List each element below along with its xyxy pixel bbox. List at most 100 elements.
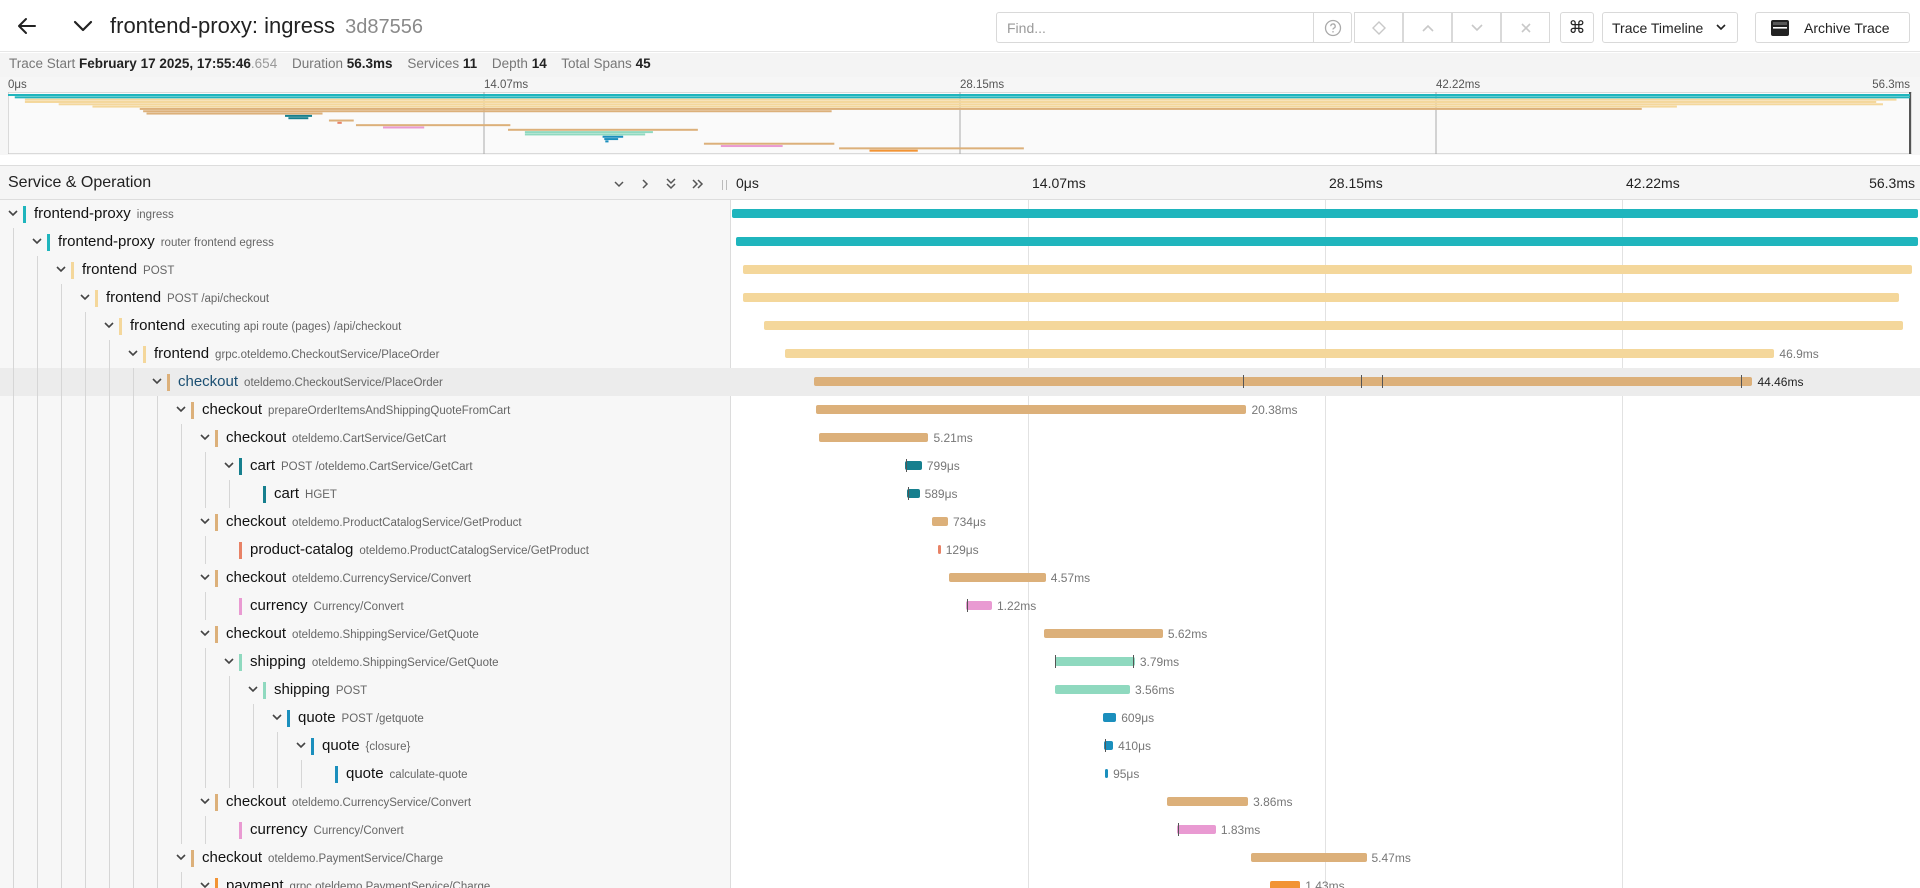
span-event-marker[interactable] [1132,655,1134,668]
span-label[interactable]: cart POST /oteldemo.CartService/GetCart [250,457,473,474]
span-row[interactable]: frontend POST /api/checkout [0,284,1920,312]
span-event-marker[interactable] [1381,375,1383,388]
span-duration-bar[interactable] [907,489,920,498]
span-duration-bar[interactable] [932,517,948,526]
span-label[interactable]: product-catalog oteldemo.ProductCatalogSe… [250,541,589,558]
span-row[interactable]: shipping oteldemo.ShippingService/GetQuot… [0,648,1920,676]
span-duration-bar[interactable] [1166,797,1249,806]
span-row[interactable]: checkout oteldemo.PaymentService/Charge 5.… [0,844,1920,872]
span-duration-bar[interactable] [1054,685,1130,694]
span-toggle-button[interactable] [222,458,236,472]
expand-one-button[interactable] [636,175,654,193]
span-label[interactable]: frontend grpc.oteldemo.CheckoutService/Pl… [154,345,439,362]
span-label[interactable]: quote {closure} [322,737,410,754]
span-event-marker[interactable] [1740,375,1742,388]
span-toggle-button[interactable] [294,738,308,752]
span-toggle-button[interactable] [54,262,68,276]
span-duration-bar[interactable] [937,545,941,554]
span-duration-bar[interactable] [1104,741,1114,750]
span-label[interactable]: shipping POST [274,681,367,698]
span-row[interactable]: product-catalog oteldemo.ProductCatalogSe… [0,536,1920,564]
back-button[interactable] [12,12,42,40]
span-label[interactable]: frontend-proxy router frontend egress [58,233,274,250]
span-duration-bar[interactable] [732,209,1918,218]
span-row[interactable]: currency Currency/Convert 1.22ms [0,592,1920,620]
span-event-marker[interactable] [1177,823,1179,836]
span-label[interactable]: checkout oteldemo.CurrencyService/Convert [226,569,471,586]
span-event-marker[interactable] [966,599,968,612]
span-label[interactable]: quote POST /getquote [298,709,424,726]
collapse-header-button[interactable] [68,12,98,40]
span-row[interactable]: checkout oteldemo.CurrencyService/Convert… [0,788,1920,816]
span-row[interactable]: quote calculate-quote 95μs [0,760,1920,788]
span-toggle-button[interactable] [126,346,140,360]
span-row[interactable]: checkout oteldemo.CurrencyService/Convert… [0,564,1920,592]
span-label[interactable]: frontend POST /api/checkout [106,289,269,306]
span-toggle-button[interactable] [198,430,212,444]
find-help-button[interactable] [1313,13,1351,42]
span-row[interactable]: cart HGET 589μs [0,480,1920,508]
span-row[interactable]: quote POST /getquote 609μs [0,704,1920,732]
span-duration-bar[interactable] [736,237,1918,246]
span-toggle-button[interactable] [78,290,92,304]
span-toggle-button[interactable] [198,794,212,808]
span-duration-bar[interactable] [742,265,1912,274]
span-row[interactable]: payment grpc.oteldemo.PaymentService/Char… [0,872,1920,888]
prev-match-button[interactable] [1403,12,1452,43]
span-label[interactable]: currency Currency/Convert [250,821,404,838]
span-toggle-button[interactable] [174,402,188,416]
archive-trace-button[interactable]: Archive Trace [1755,12,1910,43]
next-match-button[interactable] [1452,12,1501,43]
expand-all-button[interactable] [689,175,707,193]
span-duration-bar[interactable] [1251,853,1367,862]
span-row[interactable]: quote {closure} 410μs [0,732,1920,760]
span-label[interactable]: shipping oteldemo.ShippingService/GetQuot… [250,653,499,670]
keyboard-shortcuts-button[interactable]: ⌘ [1560,12,1594,43]
span-toggle-button[interactable] [198,626,212,640]
span-label[interactable]: quote calculate-quote [346,765,468,782]
span-row[interactable]: frontend executing api route (pages) /api… [0,312,1920,340]
span-toggle-button[interactable] [246,682,260,696]
span-event-marker[interactable] [906,459,908,472]
span-label[interactable]: cart HGET [274,485,337,502]
span-label[interactable]: checkout oteldemo.CurrencyService/Convert [226,793,471,810]
span-toggle-button[interactable] [222,654,236,668]
span-label[interactable]: checkout oteldemo.ShippingService/GetQuot… [226,625,479,642]
collapse-all-button[interactable] [662,175,680,193]
span-duration-bar[interactable] [905,461,922,470]
span-row[interactable]: frontend-proxy router frontend egress [0,228,1920,256]
span-event-marker[interactable] [1055,655,1057,668]
span-label[interactable]: frontend POST [82,261,174,278]
span-toggle-button[interactable] [198,570,212,584]
locate-span-button[interactable] [1354,12,1403,43]
span-event-marker[interactable] [908,487,910,500]
span-duration-bar[interactable] [1270,881,1301,888]
span-label[interactable]: checkout prepareOrderItemsAndShippingQuot… [202,401,510,418]
span-label[interactable]: checkout oteldemo.ProductCatalogService/G… [226,513,522,530]
span-toggle-button[interactable] [174,850,188,864]
span-duration-bar[interactable] [1105,769,1109,778]
span-label[interactable]: payment grpc.oteldemo.PaymentService/Char… [226,877,490,888]
collapse-one-button[interactable] [610,175,628,193]
span-toggle-button[interactable] [270,710,284,724]
span-toggle-button[interactable] [102,318,116,332]
span-label[interactable]: checkout oteldemo.PaymentService/Charge [202,849,443,866]
span-row[interactable]: frontend-proxy ingress [0,200,1920,228]
span-duration-bar[interactable] [1044,629,1163,638]
span-duration-bar[interactable] [949,573,1046,582]
span-row[interactable]: checkout prepareOrderItemsAndShippingQuot… [0,396,1920,424]
span-toggle-button[interactable] [198,514,212,528]
trace-minimap[interactable]: 0μs 14.07ms 28.15ms 42.22ms 56.3ms [0,77,1920,155]
span-label[interactable]: checkout oteldemo.CheckoutService/PlaceOr… [178,373,443,390]
span-duration-bar[interactable] [814,377,1753,386]
span-event-marker[interactable] [1105,739,1107,752]
column-resizer[interactable] [722,180,727,190]
span-row[interactable]: currency Currency/Convert 1.83ms [0,816,1920,844]
span-label[interactable]: frontend executing api route (pages) /api… [130,317,401,334]
span-duration-bar[interactable] [966,601,992,610]
span-label[interactable]: currency Currency/Convert [250,597,404,614]
span-row[interactable]: checkout oteldemo.CheckoutService/PlaceOr… [0,368,1920,396]
span-event-marker[interactable] [1360,375,1362,388]
clear-search-button[interactable] [1501,12,1550,43]
span-duration-bar[interactable] [784,349,1775,358]
